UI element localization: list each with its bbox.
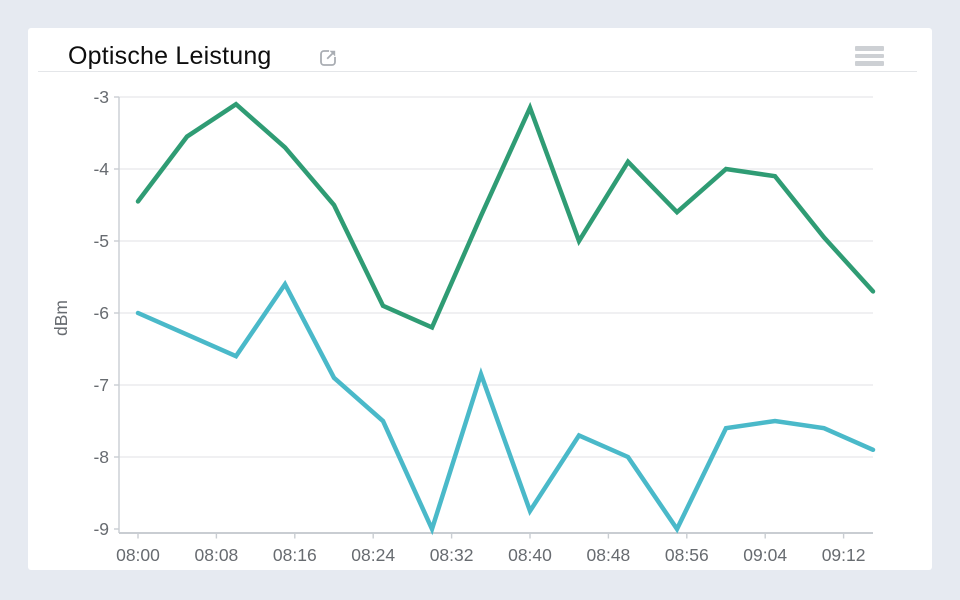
y-axis-tick-label: -9 — [93, 519, 109, 539]
x-axis-tick-label: 08:00 — [116, 545, 160, 565]
y-axis-tick-label: -8 — [93, 447, 109, 467]
card-header: Optische Leistung — [40, 36, 920, 72]
page-title: Optische Leistung — [68, 42, 272, 70]
x-axis-tick-label: 08:48 — [587, 545, 631, 565]
y-axis-title: dBm — [51, 300, 71, 336]
header-divider — [38, 71, 917, 72]
menu-bar — [855, 53, 884, 58]
y-axis-tick-label: -6 — [93, 303, 109, 323]
x-axis-tick-label: 08:32 — [430, 545, 474, 565]
menu-bar — [855, 61, 884, 66]
x-axis-tick-label: 08:08 — [195, 545, 239, 565]
open-in-new-icon[interactable] — [316, 46, 340, 70]
hamburger-menu-icon[interactable] — [855, 46, 884, 66]
y-axis-tick-label: -4 — [93, 159, 109, 179]
series-line-2 — [135, 279, 876, 536]
x-axis-tick-label: 08:16 — [273, 545, 317, 565]
x-axis-tick-label: 09:12 — [822, 545, 866, 565]
x-axis-tick-label: 09:04 — [743, 545, 787, 565]
menu-bar — [855, 46, 884, 51]
x-axis-tick-label: 08:40 — [508, 545, 552, 565]
y-axis-tick-label: -5 — [93, 231, 109, 251]
y-axis-tick-label: -3 — [93, 87, 109, 107]
y-axis-tick-label: -7 — [93, 375, 109, 395]
series-line-1 — [135, 101, 876, 331]
open-in-new-box — [320, 50, 336, 66]
chart-card: Optische Leistung — [28, 28, 932, 570]
x-axis-tick-label: 08:24 — [351, 545, 395, 565]
x-axis-tick-label: 08:56 — [665, 545, 709, 565]
